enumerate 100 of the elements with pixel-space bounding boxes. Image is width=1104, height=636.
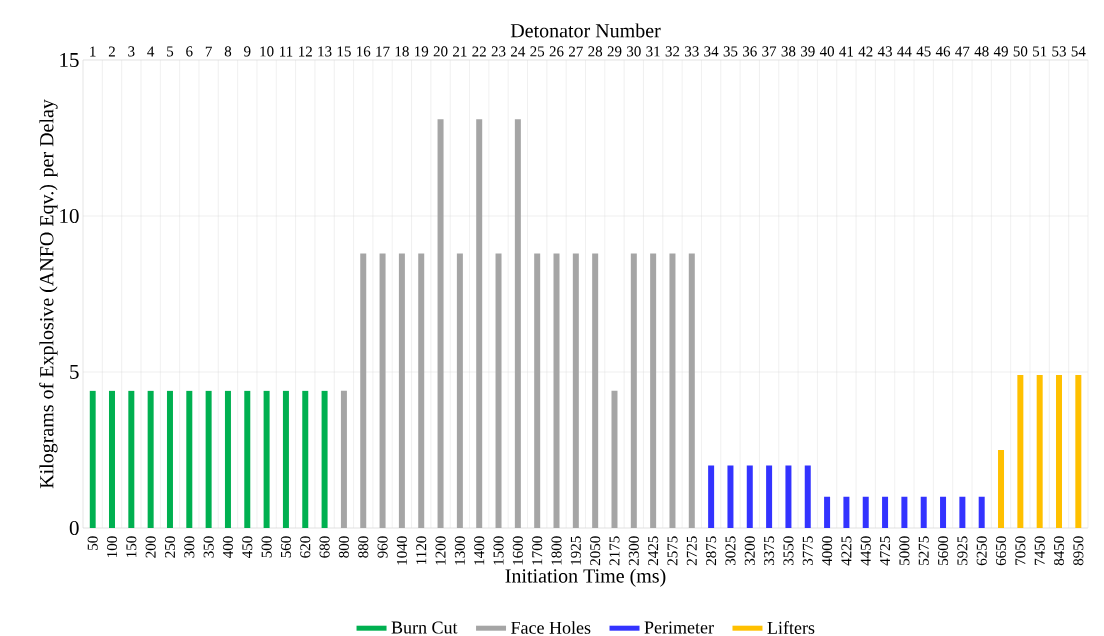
text: 4 bbox=[147, 46, 155, 57]
x-tick-label: 5600 bbox=[937, 536, 949, 565]
x-tick-label: 400 bbox=[222, 536, 234, 558]
bar bbox=[476, 119, 483, 528]
text: 28 bbox=[588, 46, 603, 57]
x-tick-label: 2725 bbox=[686, 536, 697, 566]
text: 22 bbox=[472, 46, 486, 57]
text: 16 bbox=[357, 46, 371, 57]
x-tick-label: 4725 bbox=[880, 536, 891, 566]
bar bbox=[1017, 375, 1024, 528]
text: 38 bbox=[781, 46, 796, 57]
bar bbox=[804, 465, 811, 528]
text: 18 bbox=[395, 46, 409, 57]
x2-axis-title: Detonator Number bbox=[510, 23, 661, 38]
x-tick-label: 5925 bbox=[957, 536, 968, 565]
x-tick-label: 200 bbox=[145, 536, 156, 558]
bar bbox=[340, 390, 347, 528]
x-tick-label: 1925 bbox=[570, 536, 581, 565]
text: 49 bbox=[993, 46, 1008, 57]
bar bbox=[321, 390, 328, 528]
text: 42 bbox=[858, 46, 873, 57]
bar bbox=[418, 253, 425, 528]
bar bbox=[785, 465, 792, 528]
text: 44 bbox=[897, 46, 912, 57]
x-tick-label: 4000 bbox=[822, 536, 833, 566]
text: 3 bbox=[128, 46, 135, 57]
bar bbox=[862, 496, 869, 528]
bar bbox=[147, 390, 154, 528]
text: 33 bbox=[685, 46, 699, 57]
x-tick-label: 450 bbox=[242, 536, 253, 558]
x-tick-label: 250 bbox=[164, 536, 176, 558]
bar bbox=[379, 253, 386, 528]
text: 27 bbox=[569, 46, 583, 57]
x-tick-label: 620 bbox=[300, 536, 311, 558]
bar bbox=[534, 253, 541, 528]
x-tick-label: 1120 bbox=[416, 536, 427, 564]
x-tick-label: 6250 bbox=[976, 536, 987, 566]
x-tick-label: 5275 bbox=[918, 536, 929, 565]
x-tick-label: 1200 bbox=[435, 536, 446, 565]
x-tick-label: 2575 bbox=[667, 536, 678, 566]
text: 21 bbox=[453, 46, 467, 57]
bar bbox=[611, 390, 618, 528]
bar bbox=[1075, 375, 1082, 528]
bar bbox=[650, 253, 657, 528]
bar bbox=[224, 390, 231, 528]
x-tick-label: 2875 bbox=[706, 536, 717, 566]
bar bbox=[302, 390, 309, 528]
x-tick-label: 300 bbox=[184, 536, 195, 558]
legend-label: Face Holes bbox=[511, 621, 591, 634]
x-tick-label: 350 bbox=[203, 536, 214, 558]
legend-label: Perimeter bbox=[644, 621, 714, 634]
y-tick-label: 15 bbox=[60, 52, 79, 68]
x-tick-label: 800 bbox=[338, 536, 349, 558]
text: 2 bbox=[108, 46, 115, 57]
text: 23 bbox=[491, 46, 506, 57]
x-tick-label: 3200 bbox=[744, 536, 755, 566]
text: 45 bbox=[916, 46, 931, 57]
x-tick-label: 100 bbox=[106, 536, 118, 557]
bar bbox=[186, 390, 193, 528]
bar bbox=[882, 496, 889, 528]
bar bbox=[495, 253, 502, 528]
x-tick-label: 1300 bbox=[454, 536, 465, 565]
x-tick-label: 2300 bbox=[628, 536, 639, 566]
text: 46 bbox=[935, 46, 951, 57]
text: 17 bbox=[376, 46, 390, 57]
x-tick-label: 680 bbox=[319, 536, 330, 558]
x-tick-label: 50 bbox=[87, 536, 98, 550]
text: 6 bbox=[186, 46, 193, 57]
text: 13 bbox=[318, 46, 332, 57]
text: 26 bbox=[549, 46, 564, 57]
x-tick-label: 8450 bbox=[1053, 536, 1065, 566]
x-tick-label: 1040 bbox=[396, 536, 407, 565]
bar bbox=[282, 390, 289, 528]
bar bbox=[766, 465, 773, 528]
x-tick-label: 3025 bbox=[725, 536, 736, 566]
x-tick-label: 5000 bbox=[899, 536, 910, 565]
bar bbox=[166, 390, 173, 528]
text: 9 bbox=[244, 46, 251, 57]
bar bbox=[360, 253, 367, 528]
bar bbox=[437, 119, 444, 528]
x-tick-label: 150 bbox=[126, 536, 137, 557]
x-tick-label: 4225 bbox=[841, 536, 852, 566]
text: 19 bbox=[415, 46, 429, 57]
x-tick-label: 7050 bbox=[1015, 536, 1026, 565]
bar bbox=[746, 465, 753, 528]
bar bbox=[843, 496, 850, 528]
bar bbox=[1036, 375, 1043, 528]
text: 50 bbox=[1013, 46, 1028, 57]
text: 53 bbox=[1052, 46, 1066, 57]
bar bbox=[688, 253, 695, 528]
text: 39 bbox=[800, 46, 815, 57]
x-tick-label: 3550 bbox=[783, 536, 794, 566]
bar bbox=[263, 390, 270, 528]
text: 24 bbox=[511, 46, 526, 57]
text: 8 bbox=[224, 46, 232, 57]
text: 1 bbox=[90, 46, 96, 57]
text: 32 bbox=[665, 46, 680, 57]
text: 34 bbox=[704, 46, 719, 57]
text: 25 bbox=[530, 46, 545, 57]
bar bbox=[592, 253, 599, 528]
